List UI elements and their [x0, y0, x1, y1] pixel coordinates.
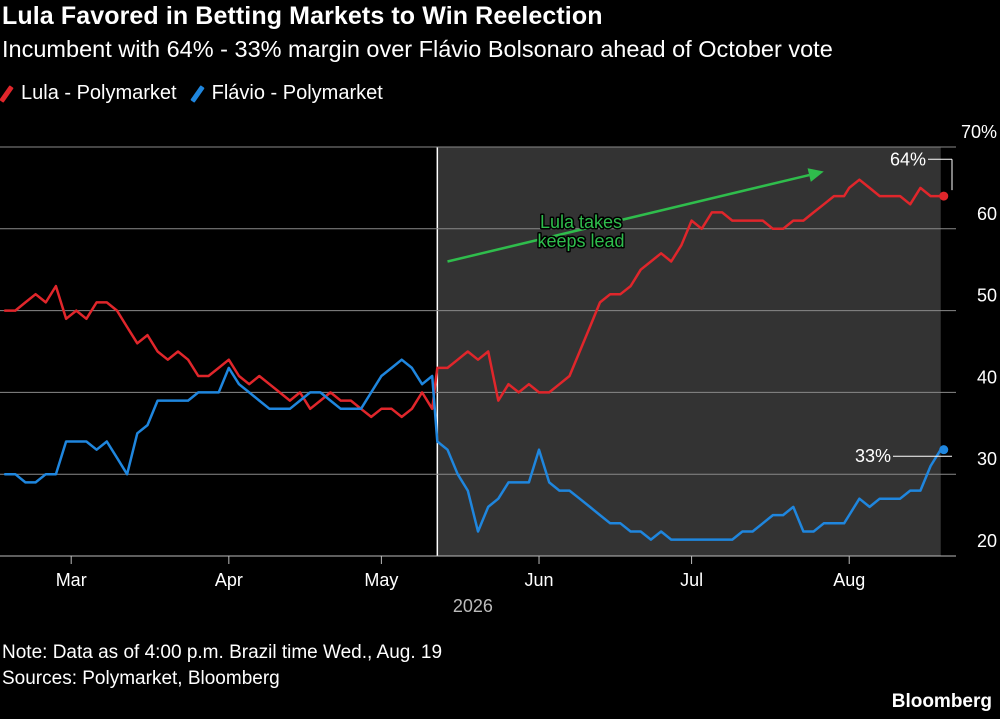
legend-item-flavio: Flávio - Polymarket [189, 82, 383, 105]
chart-note: Note: Data as of 4:00 p.m. Brazil time W… [2, 642, 443, 663]
annotation-text-line: Lula takes [540, 212, 622, 232]
legend-label-lula: Lula - Polymarket [21, 82, 177, 104]
end-label-lula: 64% [890, 149, 926, 169]
chart-subtitle: Incumbent with 64% - 33% margin over Flá… [2, 36, 833, 62]
end-point-flavio [939, 445, 949, 455]
y-tick-label: 20 [977, 531, 997, 551]
series-line-lula [3, 178, 942, 419]
x-tick-label: Jul [680, 570, 703, 590]
y-tick-label: 60 [977, 204, 997, 224]
brand-logo-text: Bloomberg [891, 691, 992, 712]
series-line-flavio [3, 358, 942, 541]
annotation-arrow-line [447, 173, 810, 263]
legend: Lula - Polymarket Flávio - Polymarket [0, 82, 401, 105]
x-tick-label: Apr [215, 570, 243, 590]
y-tick-label: 40 [977, 367, 997, 387]
x-tick-label: May [364, 570, 398, 590]
end-label-flavio: 33% [855, 446, 891, 466]
shaded-region [437, 147, 941, 556]
x-tick-label: Jun [525, 570, 554, 590]
annotation-text: Lula takes keeps lead [537, 212, 624, 251]
x-tick-label: Mar [56, 570, 87, 590]
chart-sources: Sources: Polymarket, Bloomberg [2, 668, 280, 689]
x-tick-label: Aug [833, 570, 865, 590]
end-point-lula [939, 191, 949, 201]
y-tick-label: 70% [961, 122, 997, 142]
annotation-arrow-head [807, 168, 824, 182]
legend-label-flavio: Flávio - Polymarket [211, 82, 383, 104]
legend-item-lula: Lula - Polymarket [0, 82, 177, 105]
chart-title: Lula Favored in Betting Markets to Win R… [2, 2, 603, 30]
y-tick-label: 30 [977, 449, 997, 469]
annotation-text-line: keeps lead [537, 231, 624, 251]
y-tick-label: 50 [977, 286, 997, 306]
x-axis-label: 2026 [453, 596, 493, 616]
